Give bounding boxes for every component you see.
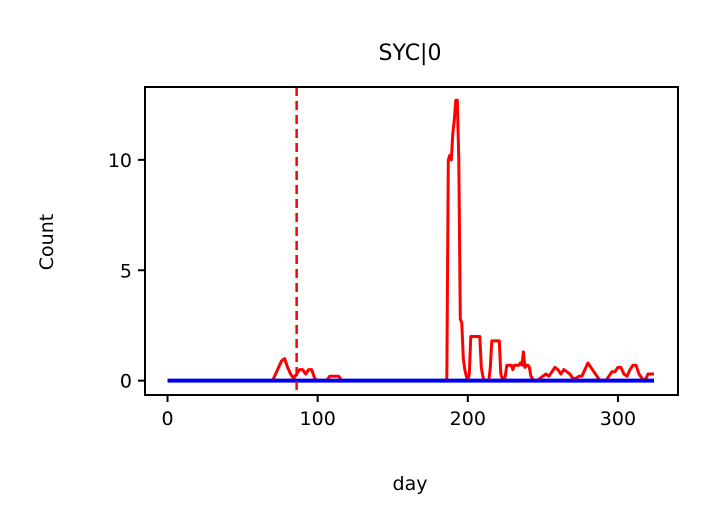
x-tick-label: 0 (161, 408, 173, 430)
series-line-0 (167, 98, 654, 383)
y-axis-label: Count (36, 214, 58, 270)
y-tick-label: 5 (120, 260, 132, 282)
axes-frame (144, 86, 679, 396)
x-tick-label: 200 (450, 408, 486, 430)
chart-title: SYC|0 (379, 41, 442, 66)
y-tick-label: 10 (108, 150, 132, 172)
x-axis-label: day (393, 473, 428, 495)
x-tick-label: 100 (300, 408, 336, 430)
axis-ticks: 0 100 200 300 0 5 10 (108, 150, 636, 430)
x-tick-label: 300 (600, 408, 636, 430)
y-tick-label: 0 (120, 371, 132, 393)
plot-area (167, 87, 654, 395)
